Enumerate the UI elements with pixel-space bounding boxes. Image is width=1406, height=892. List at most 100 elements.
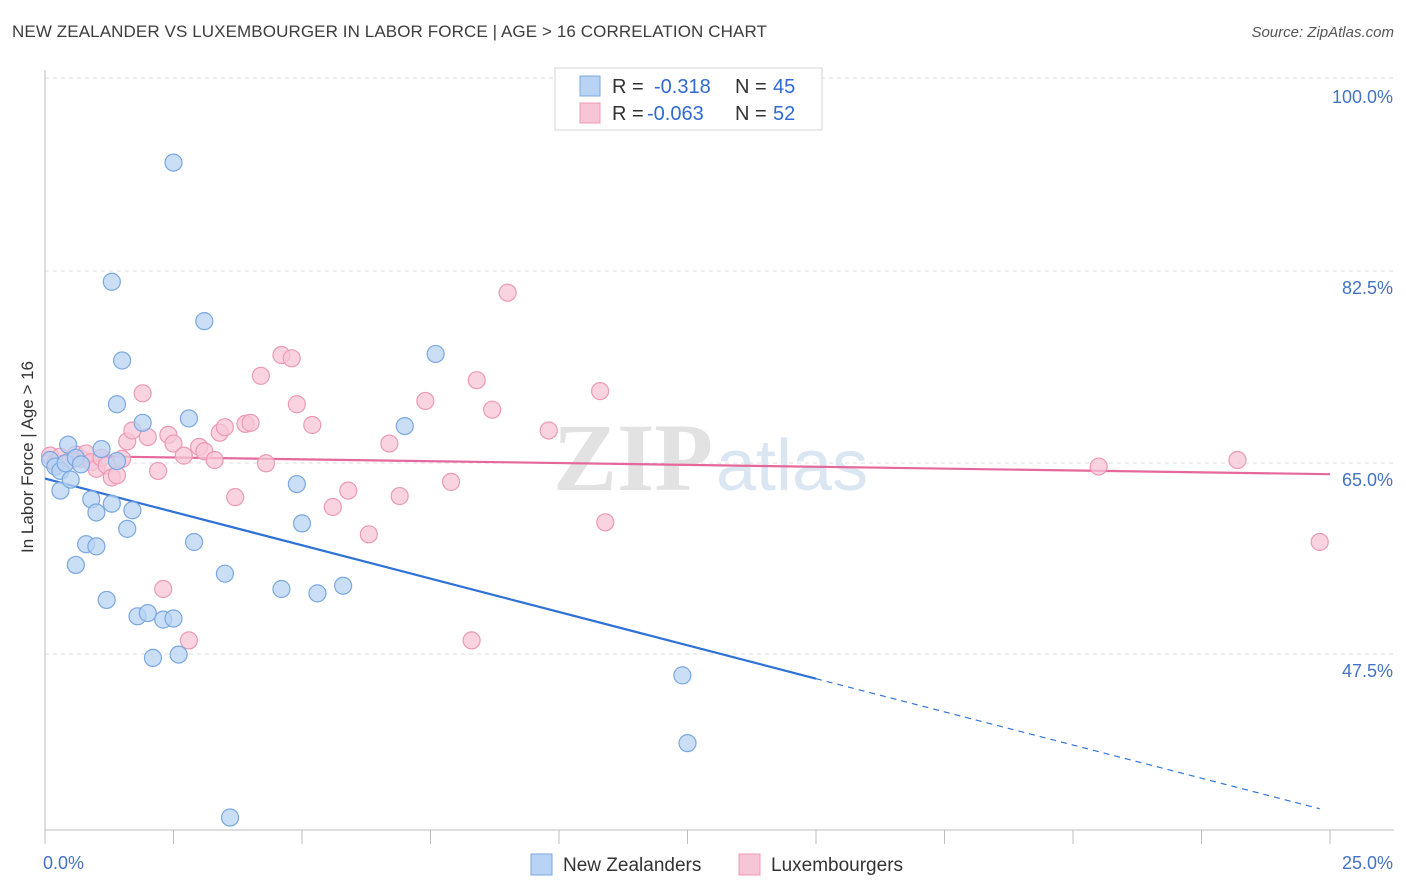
series-legend: New Zealanders Luxembourgers (530, 853, 903, 876)
new-zealander-point (164, 153, 183, 172)
new-zealander-point (272, 579, 291, 599)
y-tick-label: 100.0% (1332, 87, 1393, 107)
luxembourger-point (483, 400, 502, 419)
luxembourger-point (467, 371, 486, 390)
legend-r-label-pink: R = (612, 103, 644, 125)
luxembourger-point (498, 283, 517, 302)
luxembourger-point (339, 481, 358, 500)
luxembourger-point (256, 454, 276, 473)
new-zealander-point (195, 312, 214, 331)
new-zealander-point (673, 666, 692, 685)
luxembourger-point (462, 631, 481, 650)
luxembourger-point (205, 450, 224, 470)
new-zealander-point (102, 494, 121, 513)
new-zealander-point (112, 351, 132, 370)
new-zealander-point (143, 648, 163, 667)
new-zealander-point (107, 451, 127, 471)
new-zealander-point (395, 416, 414, 436)
luxembourger-point (174, 446, 193, 465)
new-zealander-point (87, 503, 106, 522)
luxembourger-point (390, 486, 409, 506)
new-zealander-point (169, 645, 188, 664)
new-zealander-point (308, 584, 327, 603)
luxembourger-point (1310, 532, 1329, 552)
source-credit: Source: ZipAtlas.com (1251, 24, 1394, 41)
new-zealander-point (220, 808, 240, 827)
new-zealander-points (41, 153, 697, 827)
x-tick-label-max: 25.0% (1342, 853, 1393, 873)
luxembourger-point (154, 579, 173, 599)
luxembourger-point (148, 461, 168, 481)
series-legend-label-pink: Luxembourgers (771, 855, 903, 876)
luxembourger-point (133, 384, 152, 403)
new-zealander-point (292, 514, 312, 533)
trend-line-new-zealanders (44, 477, 817, 680)
luxembourger-point (441, 472, 461, 491)
y-tick-label: 47.5% (1342, 661, 1393, 681)
legend-n-value-pink: 52 (773, 103, 795, 125)
luxembourger-point (287, 395, 306, 414)
series-legend-swatch-pink (738, 853, 761, 876)
new-zealander-point (179, 409, 199, 428)
legend-n-value-blue: 45 (773, 76, 795, 98)
y-tick-label: 65.0% (1342, 470, 1393, 490)
luxembourger-point (1228, 450, 1247, 470)
grid-lines (45, 77, 1394, 655)
luxembourger-point (416, 391, 435, 411)
new-zealander-point (215, 564, 234, 583)
luxembourger-point (215, 418, 234, 437)
luxembourger-point (179, 631, 199, 650)
new-zealander-point (102, 272, 121, 291)
legend-n-label-blue: N = (735, 76, 767, 98)
luxembourger-point (539, 421, 558, 440)
legend-r-value-pink: -0.063 (647, 103, 704, 125)
x-tick-label-min: 0.0% (43, 853, 84, 873)
chart-title: NEW ZEALANDER VS LUXEMBOURGER IN LABOR F… (12, 22, 767, 41)
y-tick-label: 82.5% (1342, 278, 1393, 298)
series-legend-swatch-blue (530, 853, 553, 876)
legend-swatch-blue (579, 75, 601, 97)
new-zealander-point (133, 413, 152, 432)
new-zealander-point (66, 555, 85, 575)
legend-n-label-pink: N = (735, 103, 767, 125)
new-zealander-point (287, 474, 306, 494)
luxembourger-point (380, 434, 399, 453)
y-axis-label: In Labor Force | Age > 16 (18, 361, 37, 553)
legend-r-label-blue: R = (612, 76, 644, 98)
luxembourger-point (226, 488, 245, 507)
luxembourger-point (591, 382, 610, 401)
legend-swatch-pink (579, 102, 601, 124)
luxembourger-point (164, 434, 183, 453)
trend-line-new-zealanders-extension (815, 678, 1320, 810)
luxembourger-point (323, 497, 342, 517)
new-zealander-point (184, 532, 204, 552)
luxembourger-point (282, 349, 301, 368)
new-zealander-point (334, 576, 353, 595)
new-zealander-point (92, 439, 111, 459)
new-zealander-point (61, 470, 80, 489)
luxembourger-point (241, 413, 260, 432)
new-zealander-point (426, 344, 445, 364)
new-zealander-point (71, 455, 91, 474)
x-tick-marks (44, 830, 1331, 844)
luxembourger-point (303, 415, 322, 435)
luxembourger-point (359, 525, 378, 544)
luxembourger-point (596, 513, 615, 532)
luxembourger-points (41, 283, 1329, 650)
luxembourger-point (1089, 457, 1108, 476)
new-zealander-point (97, 590, 116, 610)
stats-legend: R = -0.318 N = 45 R = -0.063 N = 52 (554, 67, 823, 131)
new-zealander-point (164, 609, 183, 628)
watermark-zip: ZIP (553, 404, 713, 511)
new-zealander-point (123, 501, 142, 520)
new-zealander-point (87, 537, 106, 556)
new-zealander-point (678, 734, 697, 753)
y-tick-labels: 47.5% 65.0% 82.5% 100.0% (1332, 87, 1393, 681)
series-legend-label-blue: New Zealanders (563, 855, 701, 876)
new-zealander-point (138, 603, 157, 623)
new-zealander-point (107, 395, 127, 414)
new-zealander-point (118, 519, 137, 538)
luxembourger-point (251, 366, 270, 385)
legend-r-value-blue: -0.318 (654, 76, 711, 98)
